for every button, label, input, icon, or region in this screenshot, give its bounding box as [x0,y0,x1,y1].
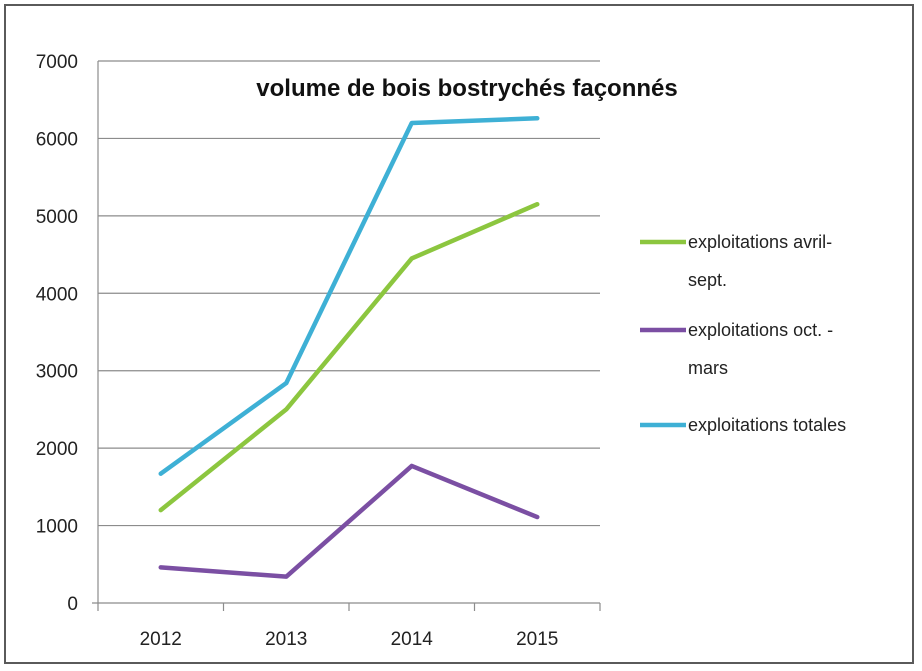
chart-title: volume de bois bostrychés façonnés [256,75,677,102]
x-tick-label: 2012 [140,629,182,650]
legend-label-2: exploitations oct. -mars [688,320,833,378]
y-tick-label: 2000 [36,439,78,460]
legend-label-3: exploitations totales [688,415,846,435]
series-line-1 [158,201,540,513]
series-lines [158,116,540,579]
x-tick-label: 2014 [391,629,434,650]
legend: exploitations avril-sept. exploitations o… [640,232,846,435]
y-tick-label: 6000 [36,129,78,150]
y-tick-label: 3000 [36,362,78,383]
x-tick-label: 2013 [265,629,307,650]
legend-label-1: exploitations avril-sept. [688,232,832,290]
y-tick-label: 5000 [36,207,78,228]
series-line-3 [158,116,540,476]
series-line-2 [158,463,540,579]
axes: 0 1000 2000 3000 4000 5000 6000 7000 2012 2013 201… [36,52,601,650]
y-tick-label: 7000 [36,52,78,73]
y-tick-label: 1000 [36,517,78,538]
y-tick-label: 4000 [36,284,78,305]
y-tick-label: 0 [67,594,78,615]
x-tick-label: 2015 [516,629,558,650]
chart-frame [4,4,914,664]
gridlines [98,60,600,527]
